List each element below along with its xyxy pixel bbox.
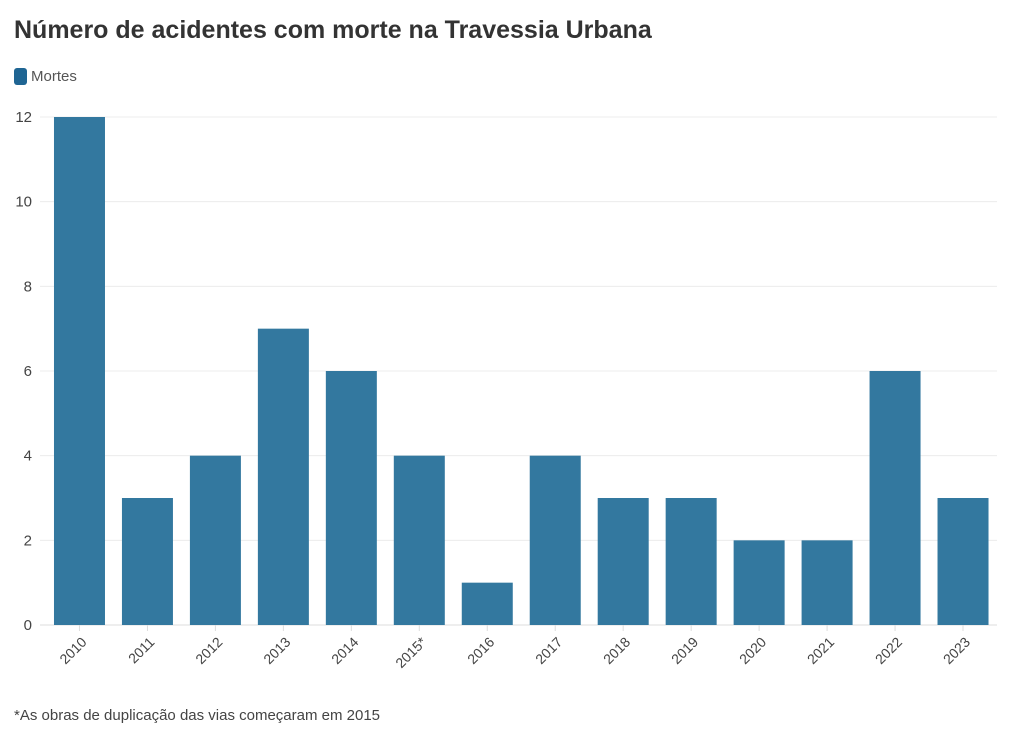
bar — [325, 371, 377, 625]
y-tick-label: 4 — [24, 448, 32, 465]
x-tick-label: 2018 — [600, 634, 633, 667]
x-tick-label: 2021 — [804, 634, 837, 667]
legend: Mortes — [14, 68, 77, 85]
x-tick-label: 2010 — [56, 634, 89, 667]
x-tick-label: 2022 — [872, 634, 905, 667]
y-tick-label: 10 — [15, 194, 32, 211]
bar — [869, 371, 921, 625]
x-tick-label: 2012 — [192, 634, 225, 667]
x-tick-label: 2019 — [668, 634, 701, 667]
bar-chart: 0 2 4 6 8 10 12 2010 2011 2012 2013 2014 2015* 2016 20… — [15, 109, 997, 671]
bar — [121, 498, 173, 625]
bar — [733, 540, 785, 625]
legend-label: Mortes — [31, 68, 77, 85]
x-tick-label: 2016 — [464, 634, 497, 667]
bar — [801, 540, 853, 625]
y-tick-label: 8 — [24, 278, 32, 295]
x-tick-label: 2011 — [125, 634, 158, 667]
y-tick-label: 2 — [24, 532, 32, 549]
bar — [665, 498, 717, 625]
bar — [393, 455, 445, 625]
bar — [461, 582, 513, 625]
footnote: *As obras de duplicação das vias começar… — [14, 707, 381, 724]
x-tick-label: 2023 — [940, 634, 973, 667]
bar — [189, 455, 241, 625]
x-tick-label: 2017 — [532, 634, 565, 667]
bar — [937, 498, 989, 625]
legend-swatch — [14, 68, 27, 85]
chart-title: Número de acidentes com morte na Travess… — [14, 16, 652, 44]
y-tick-label: 6 — [24, 363, 32, 380]
x-tick-label: 2014 — [328, 634, 361, 667]
y-tick-label: 0 — [24, 617, 32, 634]
y-tick-label: 12 — [15, 109, 32, 126]
bar — [257, 328, 309, 625]
bar — [529, 455, 581, 625]
bar — [597, 498, 649, 625]
x-tick-label: 2013 — [260, 634, 293, 667]
bar — [53, 117, 105, 625]
x-tick-label: 2020 — [736, 634, 769, 667]
x-tick-label: 2015* — [392, 633, 430, 671]
